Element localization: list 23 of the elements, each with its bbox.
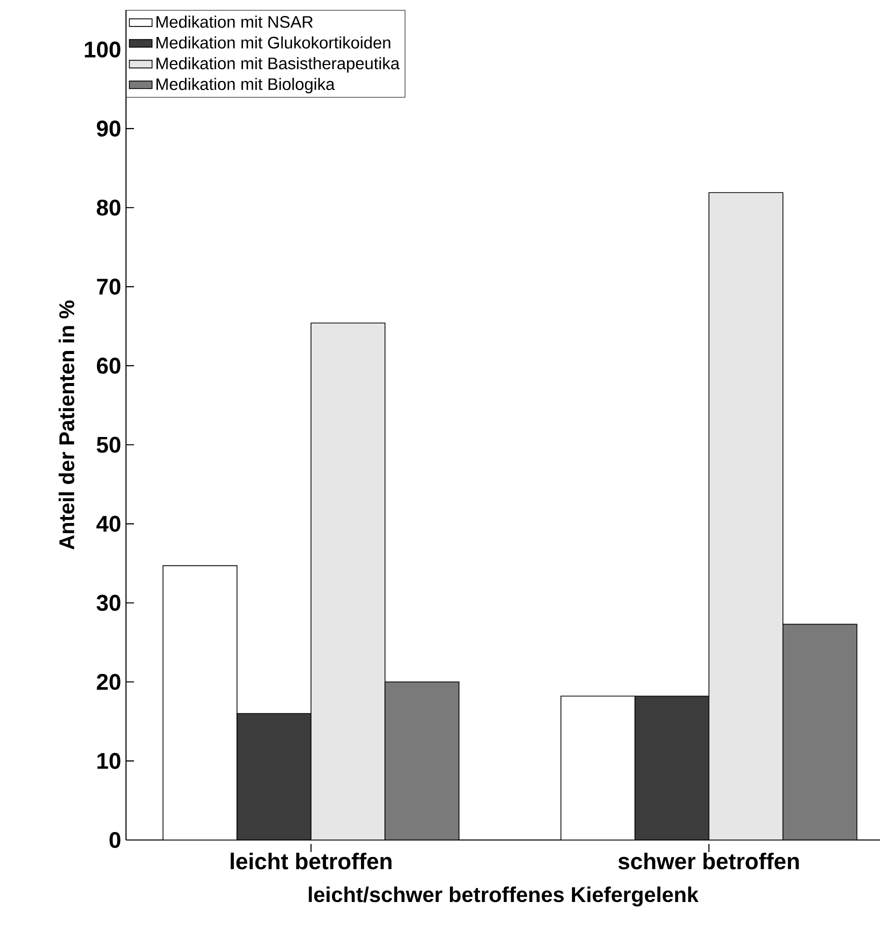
y-tick-label: 20 xyxy=(96,674,120,690)
y-tick-label: 60 xyxy=(96,358,120,374)
y-tick-label: 30 xyxy=(96,594,120,611)
bar xyxy=(236,713,312,840)
bar xyxy=(634,696,710,840)
y-tick-label: 0 xyxy=(110,832,120,848)
y-tick-label: 90 xyxy=(96,120,120,137)
legend-label: Medikation mit Glukokortikoiden xyxy=(156,36,390,49)
y-tick-label: 100 xyxy=(84,41,120,58)
legend-label: Medikation mit Basistherapeutika xyxy=(156,57,400,73)
bar xyxy=(310,322,386,840)
x-axis-title: leicht/schwer betroffenes Kiefergelenk xyxy=(308,886,699,906)
legend-label: Medikation mit Biologika xyxy=(156,78,335,94)
y-axis-title: Anteil der Patienten in % xyxy=(58,300,74,550)
y-tick-label: 70 xyxy=(97,278,120,295)
legend-label: Medikation mit NSAR xyxy=(156,16,313,28)
y-tick-label: 80 xyxy=(96,200,120,216)
y-tick-label: 40 xyxy=(96,516,120,532)
bar xyxy=(708,192,784,840)
x-tick-label: leicht betroffen xyxy=(230,852,392,870)
y-tick-label: 10 xyxy=(97,752,120,769)
x-tick-label: schwer betroffen xyxy=(618,852,799,870)
y-tick-label: 50 xyxy=(96,436,120,453)
